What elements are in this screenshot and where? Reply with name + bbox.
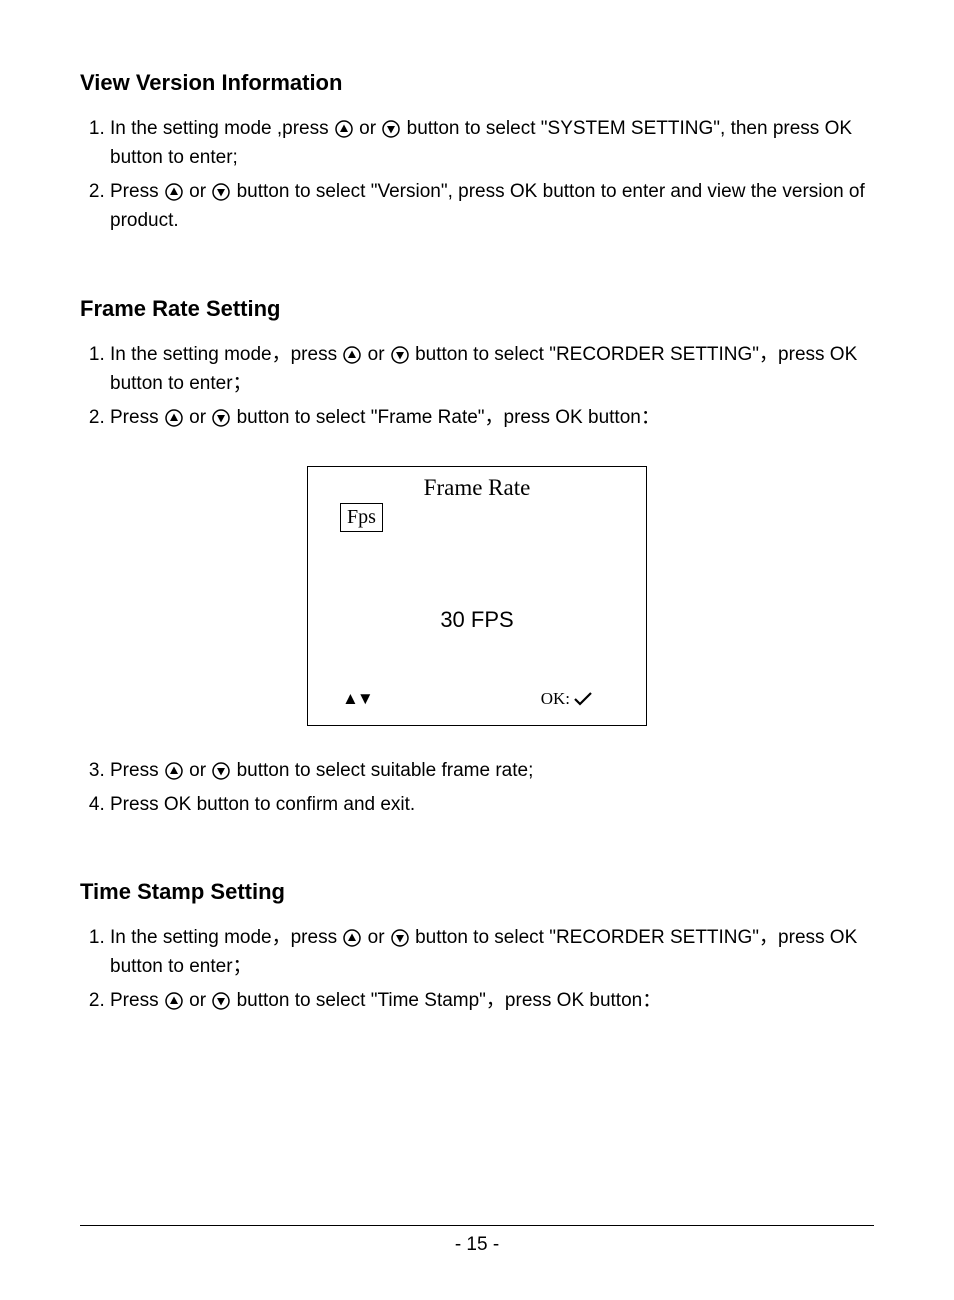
section-time-stamp: Time Stamp Setting In the setting mode，p… bbox=[80, 879, 874, 1015]
heading-version-info: View Version Information bbox=[80, 70, 874, 96]
step: Press or button to select suitable frame… bbox=[110, 756, 874, 785]
page-footer: - 15 - bbox=[80, 1225, 874, 1256]
step-text-post: button to select suitable frame rate; bbox=[231, 760, 533, 781]
step-text-pre: In the setting mode ,press bbox=[110, 118, 334, 139]
down-arrow-circle-icon bbox=[391, 929, 409, 947]
steps-frame-rate-bottom: Press or button to select suitable frame… bbox=[80, 756, 874, 819]
step-text-pre: In the setting mode，press bbox=[110, 927, 342, 948]
step-text-mid: or bbox=[184, 181, 211, 202]
step-text-mid: or bbox=[184, 407, 211, 428]
down-arrow-circle-icon bbox=[391, 346, 409, 364]
frame-rate-diagram-container: Frame Rate Fps 30 FPS ▲▼ OK: bbox=[80, 466, 874, 726]
up-arrow-circle-icon bbox=[165, 183, 183, 201]
ok-label: OK: bbox=[541, 689, 570, 709]
page-number: - 15 - bbox=[80, 1234, 874, 1256]
down-arrow-circle-icon bbox=[212, 762, 230, 780]
steps-time-stamp: In the setting mode，press or button to s… bbox=[80, 923, 874, 1015]
step: In the setting mode ,press or button to … bbox=[110, 114, 874, 173]
fps-value: 30 FPS bbox=[308, 607, 646, 633]
step: Press or button to select "Frame Rate"，p… bbox=[110, 403, 874, 432]
step-text-mid: or bbox=[362, 927, 389, 948]
step-text-mid: or bbox=[362, 344, 389, 365]
check-icon bbox=[574, 692, 592, 706]
step-text: Press OK button to confirm and exit. bbox=[110, 794, 415, 815]
step-text-pre: Press bbox=[110, 990, 164, 1011]
up-arrow-circle-icon bbox=[343, 346, 361, 364]
step-text-mid: or bbox=[184, 990, 211, 1011]
step-text-mid: or bbox=[184, 760, 211, 781]
steps-version-info: In the setting mode ,press or button to … bbox=[80, 114, 874, 236]
manual-page: View Version Information In the setting … bbox=[0, 0, 954, 1300]
step-text-post: button to select "Frame Rate"，press OK b… bbox=[231, 407, 660, 428]
down-arrow-circle-icon bbox=[212, 409, 230, 427]
diagram-title: Frame Rate bbox=[308, 475, 646, 501]
step-text-pre: Press bbox=[110, 181, 164, 202]
step: Press or button to select "Version", pre… bbox=[110, 177, 874, 236]
footer-divider bbox=[80, 1225, 874, 1226]
ok-indicator: OK: bbox=[541, 689, 592, 709]
up-arrow-circle-icon bbox=[165, 409, 183, 427]
up-arrow-circle-icon bbox=[165, 992, 183, 1010]
down-arrow-circle-icon bbox=[212, 183, 230, 201]
up-arrow-circle-icon bbox=[343, 929, 361, 947]
step-text-mid: or bbox=[354, 118, 381, 139]
down-arrow-circle-icon bbox=[382, 120, 400, 138]
heading-frame-rate: Frame Rate Setting bbox=[80, 296, 874, 322]
step: In the setting mode，press or button to s… bbox=[110, 923, 874, 982]
step: In the setting mode，press or button to s… bbox=[110, 340, 874, 399]
down-arrow-circle-icon bbox=[212, 992, 230, 1010]
step: Press or button to select "Time Stamp"，p… bbox=[110, 986, 874, 1015]
fps-label-box: Fps bbox=[340, 503, 383, 532]
step-text-pre: In the setting mode，press bbox=[110, 344, 342, 365]
diagram-footer: ▲▼ OK: bbox=[308, 689, 646, 709]
step-text-pre: Press bbox=[110, 407, 164, 428]
frame-rate-diagram: Frame Rate Fps 30 FPS ▲▼ OK: bbox=[307, 466, 647, 726]
section-version-info: View Version Information In the setting … bbox=[80, 70, 874, 236]
up-down-arrows-icon: ▲▼ bbox=[342, 689, 372, 709]
up-arrow-circle-icon bbox=[165, 762, 183, 780]
up-arrow-circle-icon bbox=[335, 120, 353, 138]
step: Press OK button to confirm and exit. bbox=[110, 790, 874, 819]
heading-time-stamp: Time Stamp Setting bbox=[80, 879, 874, 905]
steps-frame-rate-top: In the setting mode，press or button to s… bbox=[80, 340, 874, 432]
step-text-post: button to select "Time Stamp"，press OK b… bbox=[231, 990, 661, 1011]
step-text-pre: Press bbox=[110, 760, 164, 781]
section-frame-rate: Frame Rate Setting In the setting mode，p… bbox=[80, 296, 874, 819]
